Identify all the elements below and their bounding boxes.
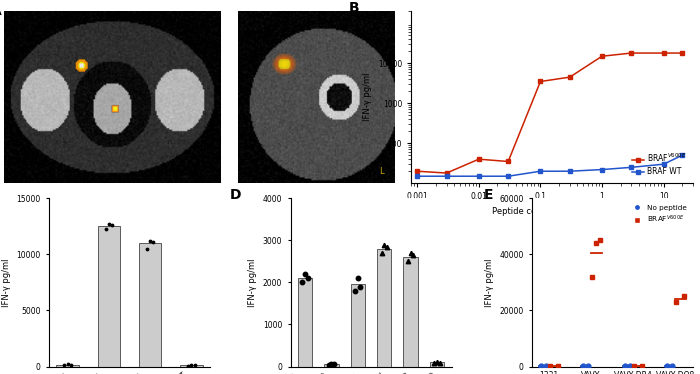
Line: BRAF$^{V600E}$: BRAF$^{V600E}$: [415, 51, 684, 175]
BRAF$^{V600E}$: [475, 157, 483, 162]
Text: B: B: [349, 1, 360, 15]
Legend: No peptide, BRAF$^{V600E}$: No peptide, BRAF$^{V600E}$: [627, 202, 690, 228]
Bar: [139, 243, 162, 367]
BRAF$^{V600E}$: [598, 54, 606, 58]
Y-axis label: IFN-γ pg/ml: IFN-γ pg/ml: [484, 258, 494, 307]
BRAF$^{V600E}$: [678, 51, 687, 55]
BRAF WT: [504, 174, 512, 178]
Bar: [377, 249, 391, 367]
BRAF WT: [598, 167, 606, 172]
Text: D: D: [230, 188, 241, 202]
Bar: [403, 257, 418, 367]
Bar: [324, 364, 339, 367]
Text: E: E: [484, 188, 494, 202]
Bar: [56, 365, 79, 367]
BRAF$^{V600E}$: [536, 79, 545, 84]
BRAF$^{V600E}$: [659, 51, 668, 55]
Bar: [351, 285, 365, 367]
BRAF WT: [659, 162, 668, 166]
BRAF WT: [627, 165, 636, 169]
Y-axis label: IFN-γ pg/ml: IFN-γ pg/ml: [248, 258, 257, 307]
Bar: [430, 362, 444, 367]
BRAF WT: [536, 169, 545, 174]
Bar: [97, 226, 120, 367]
BRAF WT: [678, 153, 687, 157]
BRAF$^{V600E}$: [566, 75, 574, 79]
BRAF WT: [413, 174, 421, 178]
Bar: [298, 278, 312, 367]
BRAF WT: [475, 174, 483, 178]
X-axis label: Peptide concentration μg/ml: Peptide concentration μg/ml: [492, 207, 612, 216]
BRAF$^{V600E}$: [442, 171, 451, 175]
BRAF$^{V600E}$: [504, 159, 512, 164]
BRAF$^{V600E}$: [413, 169, 421, 174]
BRAF WT: [566, 169, 574, 174]
BRAF WT: [442, 174, 451, 178]
BRAF$^{V600E}$: [627, 51, 636, 55]
Text: L: L: [379, 168, 384, 177]
Line: BRAF WT: BRAF WT: [415, 153, 684, 178]
Y-axis label: IFN-γ pg/ml: IFN-γ pg/ml: [363, 73, 372, 122]
Y-axis label: IFN-γ pg/ml: IFN-γ pg/ml: [2, 258, 11, 307]
Text: A: A: [0, 4, 1, 18]
Bar: [180, 365, 203, 367]
Legend: BRAF$^{V600E}$, BRAF WT: BRAF$^{V600E}$, BRAF WT: [629, 149, 690, 180]
